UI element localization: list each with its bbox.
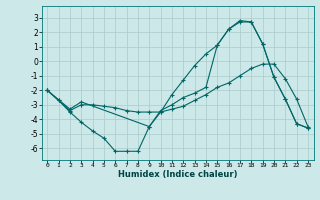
X-axis label: Humidex (Indice chaleur): Humidex (Indice chaleur) (118, 170, 237, 179)
